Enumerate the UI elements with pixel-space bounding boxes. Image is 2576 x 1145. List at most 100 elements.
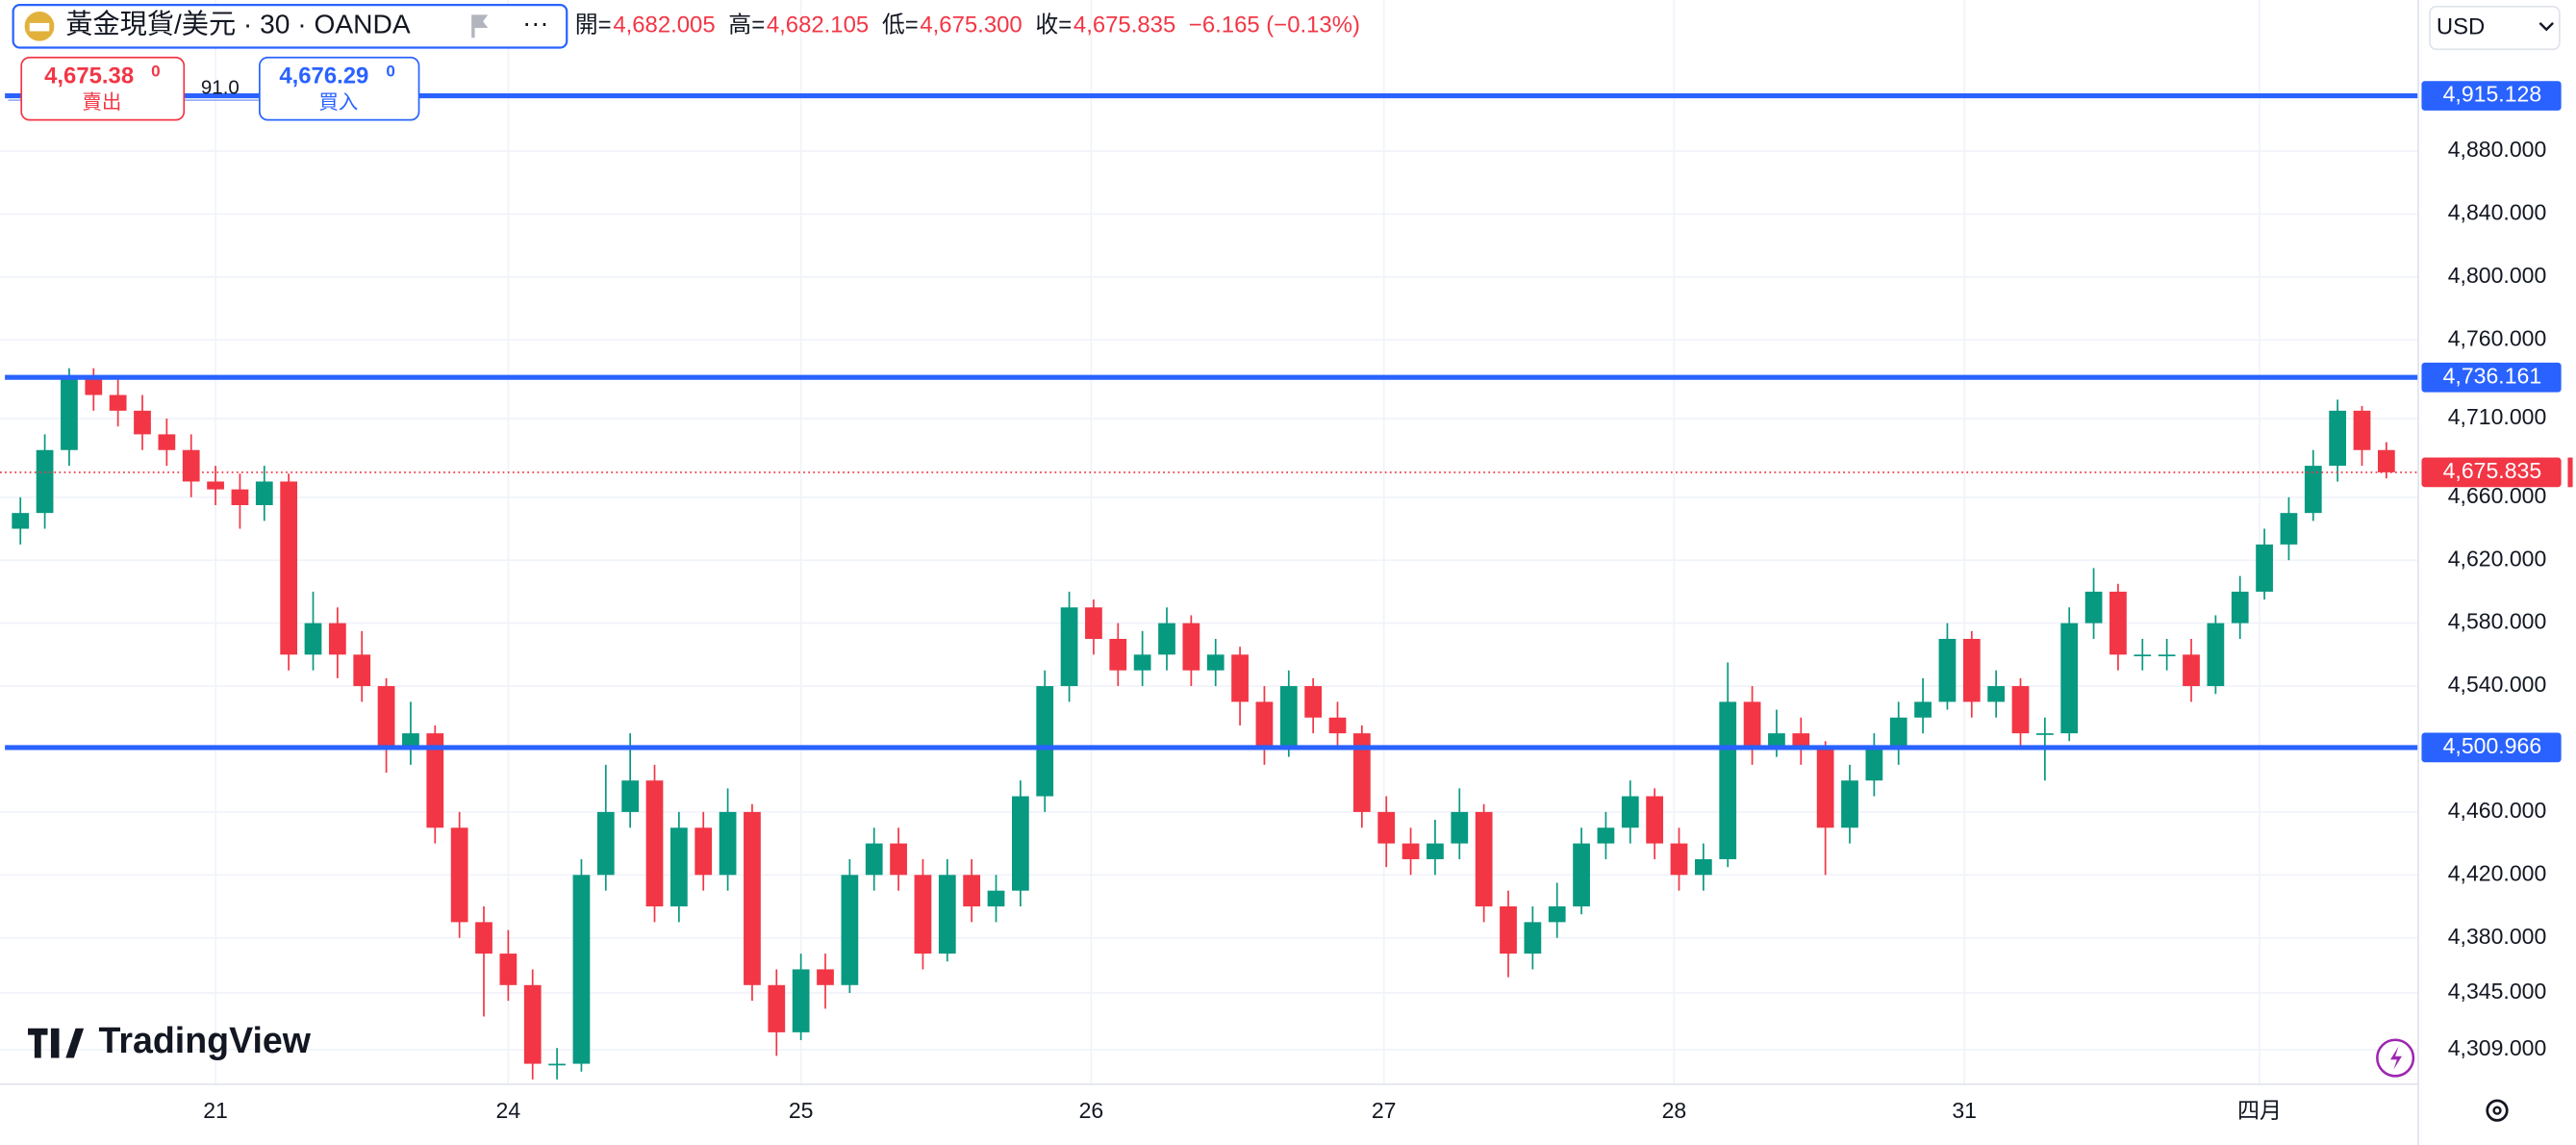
buy-price-sup[interactable]: 0 <box>386 63 395 81</box>
candle-body <box>328 623 346 655</box>
y-tick-label: 4,710.000 <box>2448 404 2547 429</box>
ohlc-value: 4,682.005 <box>613 13 715 38</box>
candle-body <box>2060 623 2079 734</box>
y-tick-label: 4,880.000 <box>2448 137 2547 162</box>
candle-body <box>1841 780 1858 828</box>
candle-body <box>2207 623 2225 687</box>
candle-body <box>1377 811 1396 844</box>
candle-body <box>134 410 151 435</box>
symbol-name[interactable]: 黃金現貨/美元 · 30 · OANDA <box>65 9 411 39</box>
candle-body <box>2353 410 2371 450</box>
y-tick-label: 4,345.000 <box>2448 979 2547 1004</box>
candle-body <box>1109 638 1127 671</box>
candle-body <box>2158 654 2176 657</box>
candle-body <box>1182 623 1200 671</box>
y-tick-label: 4,380.000 <box>2448 924 2547 949</box>
y-tick-label: 4,580.000 <box>2448 609 2547 634</box>
candle-body <box>1255 701 1274 750</box>
candle-body <box>475 922 492 954</box>
candle-body <box>304 623 322 655</box>
candle-body <box>2377 449 2395 472</box>
candle-body <box>231 489 249 505</box>
ohlc-key: 低= <box>882 13 919 38</box>
candle-body <box>1427 843 1444 859</box>
last-price-label: 4,675.835 <box>2443 458 2542 483</box>
candle-body <box>207 481 224 490</box>
candle-body <box>1206 654 1225 671</box>
price-label-bg <box>2421 362 2562 393</box>
more-button[interactable]: ··· <box>522 8 548 38</box>
price-change: −6.165 (−0.13%) <box>1189 13 1360 38</box>
candle-body <box>499 954 518 985</box>
candle-body <box>2256 544 2273 592</box>
ohlc-key: 高= <box>728 13 765 38</box>
candle-body <box>1133 654 1151 671</box>
candle-body <box>2134 654 2152 657</box>
candle-body <box>1865 749 1883 781</box>
candle-body <box>2084 591 2103 623</box>
candle-body <box>1597 827 1615 844</box>
candle-body <box>61 379 78 450</box>
candle-body <box>1231 654 1249 702</box>
candle-body <box>109 394 127 411</box>
candle-body <box>1694 858 1712 876</box>
candle-body <box>280 481 298 655</box>
candle-body <box>841 875 859 985</box>
x-tick-label: 27 <box>1372 1098 1397 1123</box>
buy-label[interactable]: 買入 <box>318 91 358 114</box>
y-tick-label: 4,620.000 <box>2448 546 2547 571</box>
y-tick-label: 4,540.000 <box>2448 672 2547 697</box>
last-price-tail <box>2567 457 2573 488</box>
candle-body <box>645 780 664 907</box>
candle-body <box>353 654 371 687</box>
flag-icon[interactable] <box>471 14 489 38</box>
candle-body <box>1719 701 1737 859</box>
y-tick-label: 4,760.000 <box>2448 325 2547 350</box>
x-tick-label: 24 <box>496 1098 521 1123</box>
sell-button[interactable] <box>20 56 186 121</box>
candle-body <box>1402 843 1420 859</box>
candle-body <box>1548 906 1566 923</box>
currency[interactable]: USD <box>2437 13 2485 39</box>
candle-body <box>1279 686 1298 750</box>
x-tick-label: 四月 <box>2237 1098 2282 1123</box>
ohlc-legend: 開= 4,682.005 高= 4,682.105 低= 4,675.300 收= 4,675… <box>575 13 1360 38</box>
ohlc-key: 收= <box>1035 13 1072 38</box>
candle-body <box>695 827 713 876</box>
candle-body <box>1889 717 1907 750</box>
candle-body <box>182 449 200 482</box>
currency-select[interactable] <box>2429 5 2561 51</box>
sell-label[interactable]: 賣出 <box>82 91 121 114</box>
spread: 91.0 <box>201 77 240 99</box>
price-label: 4,500.966 <box>2443 733 2542 758</box>
candle-body <box>792 969 810 1032</box>
candle-body <box>865 843 883 876</box>
plot-area <box>0 0 2419 1084</box>
candle-body <box>596 811 615 876</box>
candle-body <box>1670 843 1688 876</box>
buy-button[interactable] <box>258 56 420 121</box>
candle-body <box>1938 638 1957 702</box>
x-tick-label: 31 <box>1952 1098 1977 1123</box>
y-tick-label: 4,840.000 <box>2448 200 2547 225</box>
settings-button[interactable] <box>2486 1099 2509 1122</box>
candle-body <box>1011 796 1029 891</box>
x-tick-label: 26 <box>1079 1098 1104 1123</box>
symbol-box[interactable] <box>12 4 568 49</box>
settings-icon <box>2492 1106 2502 1115</box>
candle-body <box>2280 513 2298 545</box>
x-tick-label: 21 <box>203 1098 228 1123</box>
sell-price[interactable]: 4,675.38 <box>44 64 134 89</box>
buy-price[interactable]: 4,676.29 <box>279 64 368 89</box>
y-tick-label: 4,420.000 <box>2448 860 2547 885</box>
sell-price-sup[interactable]: 0 <box>151 63 161 81</box>
candle-body <box>890 843 907 876</box>
candle-body <box>1500 906 1517 954</box>
candle-body <box>1085 607 1102 639</box>
candle-body <box>2304 466 2322 514</box>
candle-body <box>669 827 688 907</box>
candle-body <box>2183 654 2200 687</box>
candle-body <box>1743 701 1761 750</box>
candle-body <box>2329 410 2347 467</box>
